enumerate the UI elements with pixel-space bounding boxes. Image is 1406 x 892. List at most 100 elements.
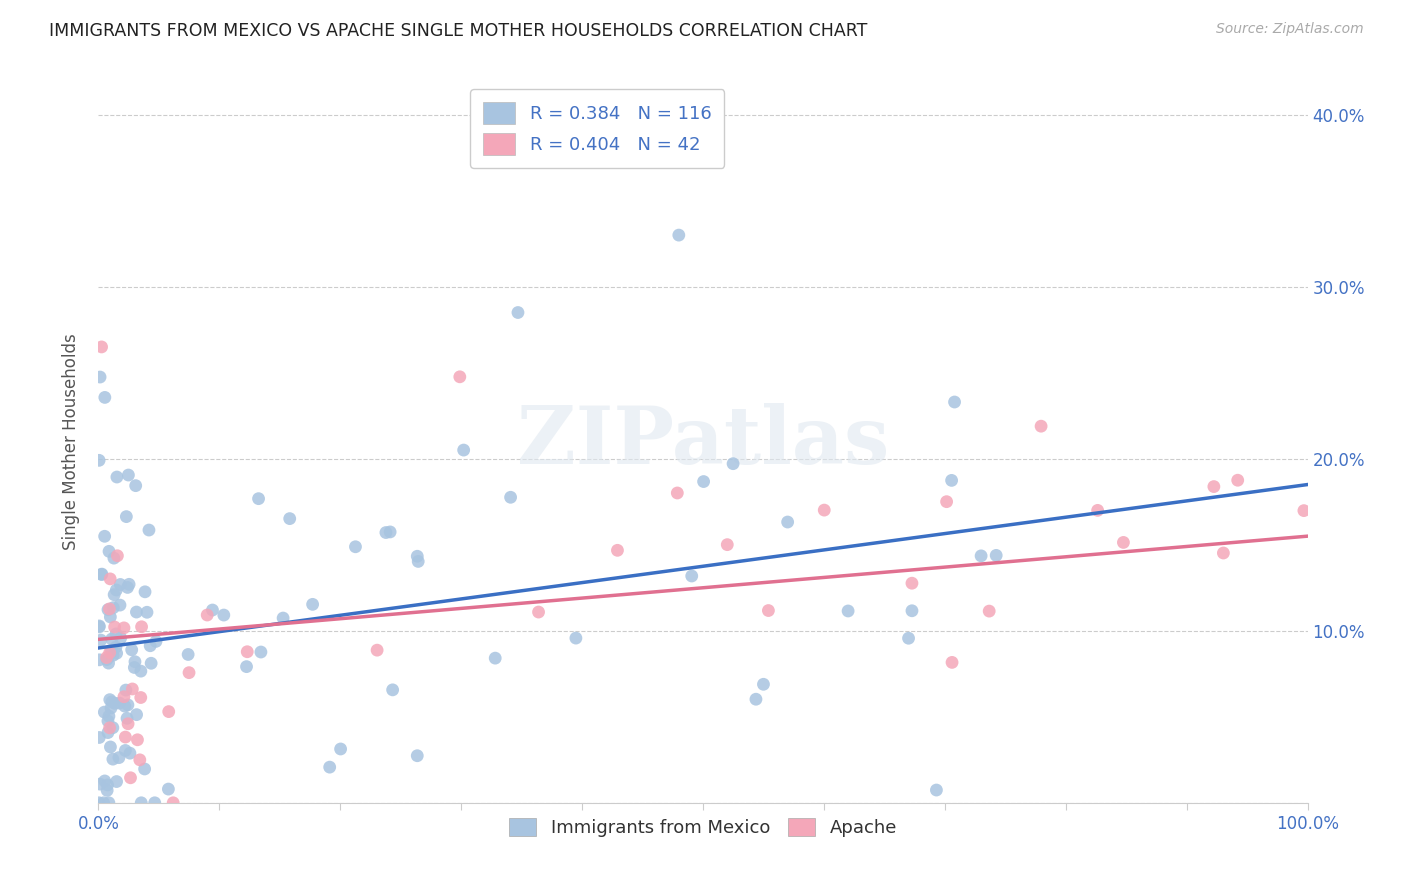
Y-axis label: Single Mother Households: Single Mother Households	[62, 334, 80, 549]
Point	[121, 643, 143, 657]
Point	[114, 730, 136, 744]
Point	[89, 653, 111, 667]
Point	[692, 475, 714, 489]
Point	[157, 705, 180, 719]
Point	[1112, 535, 1135, 549]
Point	[101, 721, 124, 735]
Point	[925, 783, 948, 797]
Point	[103, 600, 125, 615]
Point	[115, 509, 138, 524]
Point	[606, 543, 628, 558]
Point	[527, 605, 550, 619]
Point	[129, 664, 152, 678]
Point	[1202, 480, 1225, 494]
Point	[301, 598, 323, 612]
Text: IMMIGRANTS FROM MEXICO VS APACHE SINGLE MOTHER HOUSEHOLDS CORRELATION CHART: IMMIGRANTS FROM MEXICO VS APACHE SINGLE …	[49, 22, 868, 40]
Point	[901, 576, 924, 591]
Point	[101, 648, 124, 663]
Point	[104, 620, 127, 634]
Point	[157, 782, 180, 797]
Point	[105, 470, 128, 484]
Point	[103, 551, 125, 566]
Point	[901, 604, 924, 618]
Point	[128, 753, 150, 767]
Point	[236, 645, 259, 659]
Point	[499, 490, 522, 504]
Point	[97, 602, 120, 616]
Point	[98, 544, 121, 558]
Point	[1029, 419, 1052, 434]
Point	[105, 646, 128, 660]
Point	[93, 796, 115, 810]
Point	[115, 711, 138, 725]
Point	[378, 524, 401, 539]
Point	[101, 695, 124, 709]
Text: ZIPatlas: ZIPatlas	[517, 402, 889, 481]
Point	[329, 742, 352, 756]
Point	[278, 511, 301, 525]
Point	[1292, 503, 1315, 517]
Point	[97, 656, 120, 670]
Point	[118, 746, 141, 760]
Point	[98, 602, 121, 616]
Point	[250, 645, 273, 659]
Point	[89, 370, 111, 384]
Point	[105, 774, 128, 789]
Point	[89, 619, 111, 633]
Point	[97, 714, 120, 728]
Point	[93, 705, 115, 719]
Point	[235, 659, 257, 673]
Point	[100, 739, 122, 754]
Point	[381, 682, 404, 697]
Point	[120, 771, 142, 785]
Point	[89, 731, 111, 745]
Point	[716, 538, 738, 552]
Point	[318, 760, 340, 774]
Point	[114, 743, 136, 757]
Point	[129, 796, 152, 810]
Point	[484, 651, 506, 665]
Point	[124, 655, 146, 669]
Point	[96, 783, 118, 797]
Point	[110, 577, 132, 591]
Point	[666, 486, 689, 500]
Point	[117, 716, 139, 731]
Point	[112, 690, 135, 704]
Point	[98, 721, 121, 735]
Point	[139, 639, 162, 653]
Point	[1226, 473, 1249, 487]
Point	[101, 752, 124, 766]
Point	[89, 777, 111, 791]
Text: Source: ZipAtlas.com: Source: ZipAtlas.com	[1216, 22, 1364, 37]
Point	[247, 491, 270, 506]
Point	[96, 652, 118, 666]
Point	[758, 603, 780, 617]
Point	[108, 598, 131, 612]
Point	[90, 567, 112, 582]
Point	[941, 656, 963, 670]
Point	[1212, 546, 1234, 560]
Point	[96, 650, 118, 665]
Point	[114, 699, 136, 714]
Point	[212, 608, 235, 623]
Point	[90, 567, 112, 582]
Point	[943, 395, 966, 409]
Legend: Immigrants from Mexico, Apache: Immigrants from Mexico, Apache	[502, 811, 904, 845]
Point	[139, 657, 162, 671]
Point	[979, 604, 1001, 618]
Point	[125, 707, 148, 722]
Point	[941, 474, 963, 488]
Point	[98, 692, 121, 706]
Point	[681, 569, 703, 583]
Point	[127, 732, 149, 747]
Point	[98, 572, 121, 586]
Point	[136, 605, 159, 619]
Point	[93, 529, 115, 543]
Point	[89, 620, 111, 634]
Point	[129, 690, 152, 705]
Point	[366, 643, 388, 657]
Point	[94, 391, 117, 405]
Point	[110, 631, 132, 645]
Point	[97, 778, 120, 792]
Point	[103, 588, 125, 602]
